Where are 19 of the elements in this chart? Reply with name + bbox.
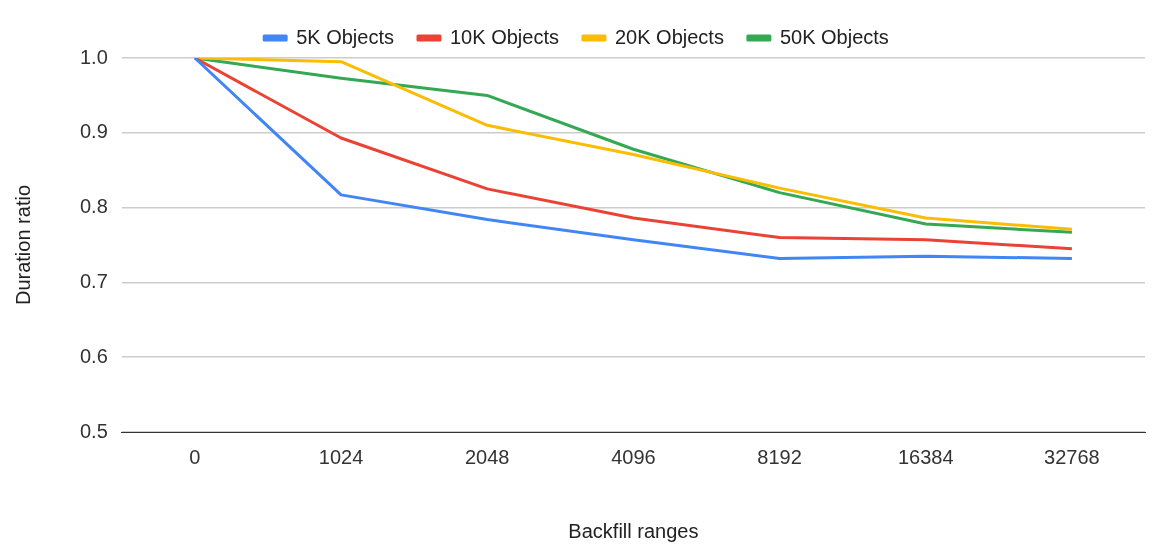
x-tick-label: 4096 xyxy=(611,445,656,468)
x-tick-label: 16384 xyxy=(897,445,954,468)
x-tick-label: 32768 xyxy=(1044,445,1100,468)
y-tick-label: 1.0 xyxy=(79,45,108,68)
legend-label: 50K Objects xyxy=(779,25,889,48)
x-tick-label: 2048 xyxy=(464,445,510,468)
legend-label: 5K Objects xyxy=(296,25,394,48)
y-tick-label: 0.9 xyxy=(79,120,108,143)
y-tick-label: 0.7 xyxy=(79,269,108,292)
y-axis-title: Duration ratio xyxy=(11,184,34,306)
x-axis-title: Backfill ranges xyxy=(568,519,699,542)
x-tick-label: 0 xyxy=(189,445,201,468)
legend-label: 10K Objects xyxy=(449,25,559,48)
y-tick-label: 0.5 xyxy=(79,419,108,442)
legend-label: 20K Objects xyxy=(614,25,724,48)
y-tick-label: 0.6 xyxy=(79,344,108,367)
x-tick-label: 8192 xyxy=(757,445,802,468)
x-tick-label: 1024 xyxy=(318,445,364,468)
y-tick-label: 0.8 xyxy=(79,195,108,218)
